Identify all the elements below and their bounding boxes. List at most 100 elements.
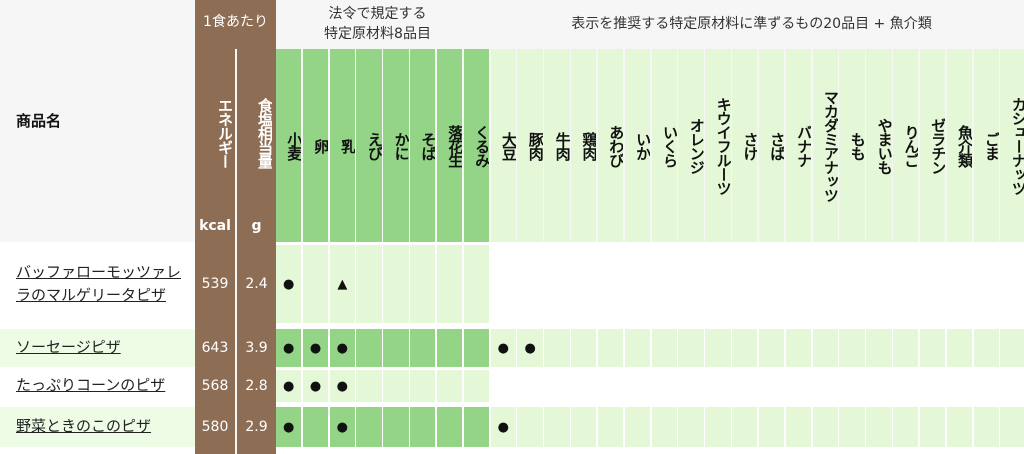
product-name-cell: 野菜ときのこのピザ bbox=[16, 407, 181, 447]
allergen-cell bbox=[624, 407, 651, 447]
allergen-cell bbox=[919, 370, 946, 402]
allergen-cell bbox=[356, 407, 382, 447]
energy-value: 568 bbox=[201, 378, 229, 394]
allergen-cell bbox=[678, 407, 704, 447]
product-link[interactable]: ソーセージピザ bbox=[16, 338, 121, 357]
allergen-cell bbox=[383, 245, 409, 323]
allergen-cell bbox=[517, 245, 543, 323]
table-row-background bbox=[0, 407, 195, 447]
allergen-cell bbox=[785, 245, 812, 323]
allergen-column-header bbox=[544, 49, 570, 242]
allergen-label: 小麦 bbox=[285, 132, 302, 160]
allergen-label: オレンジ bbox=[687, 118, 704, 174]
allergen-column-header bbox=[839, 49, 865, 242]
allergen-label: 鶏肉 bbox=[580, 132, 597, 160]
allergen-cell bbox=[302, 407, 329, 447]
allergen-column-header bbox=[758, 49, 785, 242]
allergen-label: りんご bbox=[902, 125, 919, 167]
allergen-cell bbox=[356, 329, 382, 367]
allergen-label: キウイフルーツ bbox=[714, 97, 731, 195]
allergen-cell: ● bbox=[276, 329, 302, 367]
allergen-cell bbox=[597, 370, 624, 402]
allergen-column-header bbox=[302, 49, 329, 242]
allergen-column-header bbox=[571, 49, 597, 242]
allergen-cell bbox=[919, 407, 946, 447]
allergen-label: ゼラチン bbox=[929, 118, 946, 174]
allergen-column-header bbox=[410, 49, 436, 242]
allergen-cell bbox=[732, 245, 758, 323]
product-link[interactable]: 野菜ときのこのピザ bbox=[16, 417, 152, 436]
allergen-label: そば bbox=[419, 132, 436, 160]
allergen-cell: ● bbox=[302, 370, 329, 402]
allergen-cell bbox=[973, 370, 999, 402]
allergen-label: さけ bbox=[741, 132, 758, 160]
allergen-label: カシューナッツ bbox=[1009, 97, 1024, 195]
energy-unit: kcal bbox=[199, 218, 231, 234]
allergen-cell bbox=[624, 329, 651, 367]
allergen-cell bbox=[893, 329, 919, 367]
allergen-cell bbox=[356, 370, 382, 402]
allergen-column-header bbox=[624, 49, 651, 242]
allergen-cell bbox=[1000, 407, 1024, 447]
allergen-cell bbox=[705, 245, 731, 323]
allergen-column-header bbox=[893, 49, 919, 242]
allergen-cell bbox=[785, 407, 812, 447]
allergen-cell bbox=[946, 245, 973, 323]
allergen-cell bbox=[758, 329, 785, 367]
allergen-cell bbox=[624, 370, 651, 402]
allergen-cell bbox=[651, 245, 677, 323]
allergen-label: もも bbox=[848, 132, 865, 160]
allergen-cell bbox=[705, 370, 731, 402]
allergen-cell bbox=[356, 245, 382, 323]
allergen-cell bbox=[436, 407, 463, 447]
product-name-cell: たっぷりコーンのピザ bbox=[16, 370, 181, 402]
allergen-cell: ● bbox=[276, 370, 302, 402]
allergen-cell bbox=[410, 407, 436, 447]
product-link[interactable]: バッファローモッツァレラのマルゲリータピザ bbox=[16, 262, 181, 304]
allergen-cell bbox=[624, 245, 651, 323]
allergen-cell bbox=[490, 370, 516, 402]
allergen-cell: ● bbox=[276, 245, 302, 323]
allergen-cell bbox=[1000, 329, 1024, 367]
allergen-cell bbox=[571, 329, 597, 367]
allergen-cell bbox=[1000, 245, 1024, 323]
allergen-cell bbox=[517, 407, 543, 447]
allergen-label: ごま bbox=[982, 132, 999, 160]
allergen-cell bbox=[302, 245, 329, 323]
allergen-cell bbox=[436, 245, 463, 323]
allergen-label: いくら bbox=[660, 125, 677, 167]
allergen-cell bbox=[866, 329, 892, 367]
energy-value: 539 bbox=[201, 276, 229, 292]
salt-value: 2.4 bbox=[245, 276, 268, 292]
allergen-label: 大豆 bbox=[499, 132, 516, 160]
allergen-cell: ● bbox=[329, 407, 355, 447]
salt-value: 3.9 bbox=[245, 340, 268, 356]
allergen-cell bbox=[866, 407, 892, 447]
allergen-cell bbox=[651, 329, 677, 367]
allergen-label: くるみ bbox=[473, 125, 490, 167]
allergen-column-header bbox=[732, 49, 758, 242]
allergen-cell: ▲ bbox=[329, 245, 355, 323]
nutrition-divider bbox=[235, 49, 237, 454]
allergen-cell bbox=[866, 245, 892, 323]
allergen-cell bbox=[758, 407, 785, 447]
product-link[interactable]: たっぷりコーンのピザ bbox=[16, 376, 166, 395]
allergen-cell bbox=[544, 407, 570, 447]
allergen-cell: ● bbox=[490, 329, 516, 367]
allergen-cell bbox=[973, 329, 999, 367]
allergen-label: 乳 bbox=[338, 139, 355, 153]
allergen-cell bbox=[571, 245, 597, 323]
allergen-cell bbox=[705, 329, 731, 367]
allergen-cell bbox=[973, 245, 999, 323]
salt-header: 食塩相当量 bbox=[256, 98, 272, 168]
allergen-column-header bbox=[651, 49, 677, 242]
allergen-cell: ● bbox=[302, 329, 329, 367]
allergen-column-header bbox=[329, 49, 355, 242]
allergen-cell bbox=[946, 407, 973, 447]
energy-value: 580 bbox=[201, 419, 229, 435]
allergen-cell bbox=[597, 407, 624, 447]
per-serving-header: 1食あたり bbox=[203, 14, 268, 30]
allergen-cell bbox=[946, 329, 973, 367]
allergen-cell: ● bbox=[517, 329, 543, 367]
allergen-cell bbox=[705, 407, 731, 447]
